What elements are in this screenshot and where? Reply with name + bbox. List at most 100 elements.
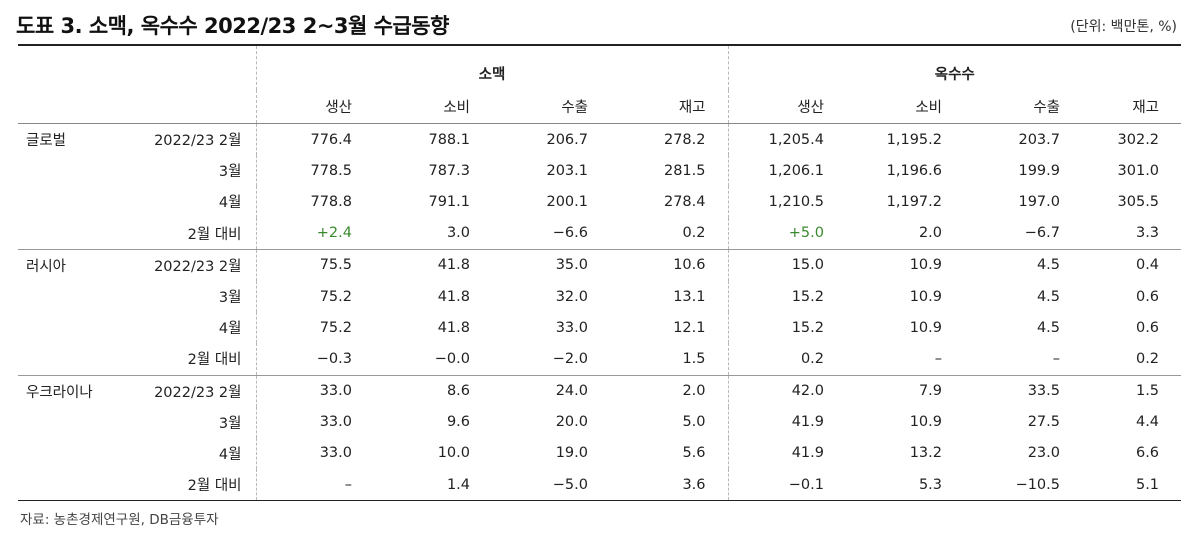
- region-cell: [18, 438, 128, 469]
- value-cell: 10.9: [909, 257, 942, 274]
- col-header: 소비: [846, 90, 964, 124]
- col-header: 생산: [728, 90, 846, 124]
- col-header: 수출: [492, 90, 610, 124]
- value-cell: 32.0: [555, 288, 588, 305]
- value-cell: 10.9: [909, 414, 942, 431]
- value-cell: −6.7: [964, 217, 1082, 250]
- region-cell: [18, 281, 128, 312]
- value-cell: +2.4: [256, 217, 374, 250]
- value-cell: 0.4: [1135, 257, 1160, 274]
- value-cell: 0.6: [1135, 288, 1160, 305]
- period-cell: 4월: [128, 312, 257, 344]
- value-cell: 9.6: [446, 414, 470, 431]
- region-cell: [18, 155, 128, 186]
- value-cell: 778.5: [310, 162, 352, 179]
- value-cell: 13.2: [909, 445, 942, 462]
- table-row: 4월 778.8 791.1 200.1 278.4 1,210.5 1,197.2 197.…: [18, 186, 1181, 218]
- value-cell: 1.5: [610, 343, 729, 376]
- value-cell: 302.2: [1117, 131, 1160, 148]
- period-cell: 2022/23 2월: [128, 249, 257, 281]
- value-cell: −6.6: [492, 217, 610, 250]
- value-cell: 42.0: [791, 383, 824, 400]
- group-header-row: 소맥 옥수수: [18, 46, 1181, 90]
- value-cell: 41.9: [791, 414, 824, 431]
- value-cell: 7.9: [918, 383, 942, 400]
- value-cell: –: [256, 469, 374, 502]
- value-cell: 787.3: [428, 162, 470, 179]
- value-cell: 1,205.4: [768, 131, 824, 148]
- period-cell: 4월: [128, 186, 257, 218]
- value-cell: 200.1: [546, 193, 588, 210]
- value-cell: 199.9: [1018, 162, 1060, 179]
- period-cell: 3월: [128, 280, 257, 313]
- value-cell: 778.8: [310, 193, 352, 210]
- value-cell: −2.0: [492, 343, 610, 376]
- value-cell: 1,210.5: [768, 193, 824, 210]
- period-cell: 2월 대비: [128, 217, 257, 250]
- value-cell: 0.2: [610, 217, 729, 250]
- value-cell: 41.8: [437, 288, 470, 305]
- value-cell: 206.7: [546, 131, 588, 148]
- value-cell: 5.1: [1082, 469, 1182, 502]
- value-cell: 41.9: [791, 445, 824, 462]
- value-cell: 278.2: [610, 123, 729, 156]
- value-cell: 5.0: [610, 406, 729, 438]
- col-header: 생산: [256, 90, 374, 124]
- value-cell: 4.5: [1036, 257, 1060, 274]
- period-cell: 3월: [128, 406, 257, 438]
- table-title: 도표 3. 소맥, 옥수수 2022/23 2~3월 수급동향: [16, 14, 449, 38]
- value-cell: 35.0: [555, 257, 588, 274]
- value-cell: −5.0: [492, 469, 610, 502]
- value-cell: 27.5: [1027, 414, 1060, 431]
- value-cell: 776.4: [310, 131, 352, 148]
- region-cell: 글로벌: [26, 133, 67, 150]
- value-cell: 305.5: [1117, 193, 1160, 210]
- table-row: 2월 대비 −0.3 −0.0 −2.0 1.5 0.2– –0.2: [18, 343, 1182, 376]
- value-cell: 2.0: [846, 217, 964, 250]
- value-cell: 33.0: [555, 319, 588, 336]
- value-cell: 1.5: [1135, 383, 1160, 400]
- value-cell: 19.0: [555, 445, 588, 462]
- col-header: 소비: [374, 90, 492, 124]
- value-cell: –: [964, 343, 1082, 376]
- value-cell: +5.0: [728, 217, 846, 250]
- period-cell: 2022/23 2월: [128, 123, 257, 156]
- value-cell: 10.6: [610, 249, 729, 281]
- table-row: 러시아 2022/23 2월 75.5 41.8 35.0 10.6 15.0 10.9 4.5…: [18, 249, 1181, 281]
- value-cell: 33.0: [319, 383, 352, 400]
- value-cell: 12.1: [610, 312, 729, 344]
- value-cell: 10.9: [909, 319, 942, 336]
- value-cell: 281.5: [610, 155, 729, 187]
- region-cell: 러시아: [26, 258, 67, 275]
- value-cell: 15.2: [791, 288, 824, 305]
- value-cell: 33.5: [1027, 383, 1060, 400]
- table-row: 4월 33.0 10.0 19.0 5.6 41.9 13.2 23.0 6.6: [18, 437, 1181, 470]
- supply-demand-table: 소맥 옥수수 생산 소비 수출 재고 생산 소비 수출 재고 글로벌 2022/2…: [18, 46, 1182, 502]
- table-row: 3월 33.0 9.6 20.0 5.0 41.9 10.9 27.5 4.4: [18, 406, 1181, 438]
- top-rule: [18, 44, 1181, 46]
- value-cell: −10.5: [964, 469, 1082, 502]
- value-cell: 788.1: [428, 131, 470, 148]
- value-cell: 1.4: [374, 469, 492, 502]
- region-cell: [18, 312, 128, 343]
- value-cell: 0.2: [1082, 343, 1182, 376]
- table-row: 글로벌 2022/23 2월 776.4 788.1 206.7 278.2 1,205.4…: [18, 123, 1181, 156]
- value-cell: 203.1: [546, 162, 588, 179]
- period-cell: 3월: [128, 155, 257, 187]
- value-cell: 4.5: [1036, 319, 1060, 336]
- value-cell: 1,196.6: [886, 162, 942, 179]
- value-cell: 1,206.1: [768, 162, 824, 179]
- value-cell: 791.1: [428, 193, 470, 210]
- col-header: 재고: [610, 90, 729, 124]
- column-header-row: 생산 소비 수출 재고 생산 소비 수출 재고: [18, 90, 1182, 124]
- region-cell: 우크라이나: [26, 384, 93, 401]
- period-cell: 2월 대비: [128, 469, 257, 502]
- value-cell: 41.8: [437, 319, 470, 336]
- value-cell: 15.0: [791, 257, 824, 274]
- value-cell: 13.1: [610, 280, 729, 313]
- value-cell: 1,197.2: [886, 193, 942, 210]
- value-cell: 10.9: [909, 288, 942, 305]
- value-cell: 33.0: [319, 414, 352, 431]
- value-cell: 3.3: [1082, 217, 1182, 250]
- value-cell: 20.0: [555, 414, 588, 431]
